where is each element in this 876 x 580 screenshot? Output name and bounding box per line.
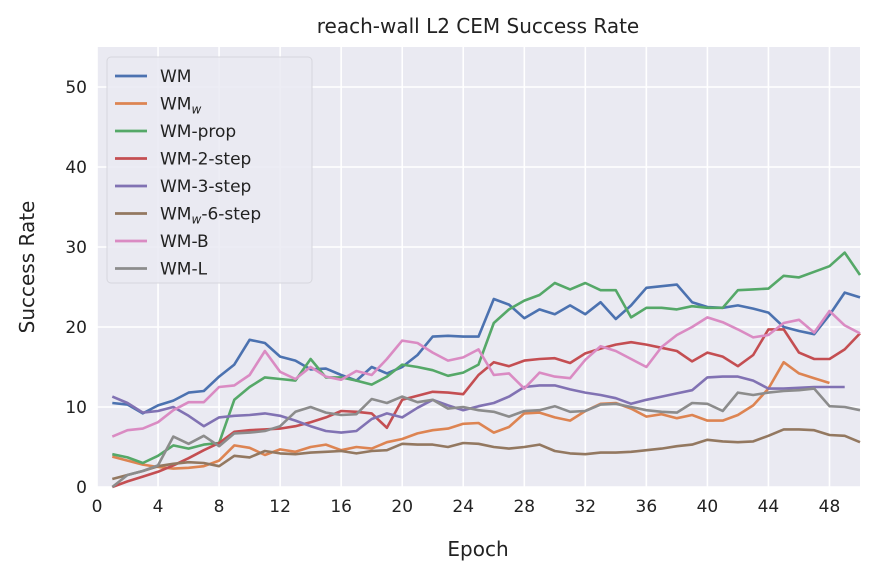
x-tick-label: 44 bbox=[758, 497, 780, 517]
series-lines bbox=[111, 251, 862, 489]
x-tick-label: 24 bbox=[452, 497, 474, 517]
legend-label: WM-L bbox=[160, 260, 208, 280]
legend: WM WMw WM-prop WM-2-step WM-3-step WMw-6-step… bbox=[106, 56, 313, 284]
legend-label: WMw-6-step bbox=[160, 205, 261, 227]
y-tick-label: 30 bbox=[65, 238, 87, 258]
y-tick-label: 0 bbox=[76, 478, 87, 498]
series-line-2 bbox=[112, 251, 862, 465]
legend-label: WMw bbox=[160, 95, 201, 117]
y-tick-label: 50 bbox=[65, 78, 87, 98]
legend-label: WM bbox=[160, 67, 191, 87]
x-tick-label: 0 bbox=[92, 497, 103, 517]
y-tick-label: 20 bbox=[65, 318, 87, 338]
x-tick-label: 12 bbox=[269, 497, 291, 517]
y-axis-label: Success Rate bbox=[15, 201, 39, 334]
y-tick-label: 40 bbox=[65, 158, 87, 178]
x-tick-label: 4 bbox=[153, 497, 164, 517]
chart-title: reach-wall L2 CEM Success Rate bbox=[317, 14, 639, 38]
x-tick-label: 20 bbox=[391, 497, 413, 517]
series-line-7 bbox=[111, 387, 861, 489]
x-tick-label: 36 bbox=[636, 497, 658, 517]
x-tick-label: 32 bbox=[574, 497, 596, 517]
x-tick-label: 28 bbox=[513, 497, 535, 517]
series-line-1 bbox=[111, 360, 830, 470]
x-tick-label: 40 bbox=[697, 497, 719, 517]
legend-label: WM-2-step bbox=[160, 150, 251, 170]
series-line-3 bbox=[111, 328, 861, 489]
legend-box bbox=[106, 56, 313, 284]
x-tick-label: 16 bbox=[330, 497, 352, 517]
series-line-5 bbox=[111, 428, 861, 481]
legend-label: WM-B bbox=[160, 232, 209, 252]
x-tick-label: 48 bbox=[819, 497, 841, 517]
x-tick-label: 8 bbox=[214, 497, 225, 517]
series-line-0 bbox=[112, 283, 861, 415]
series-line-6 bbox=[111, 309, 861, 438]
legend-label: WM-prop bbox=[160, 122, 236, 142]
x-axis-label: Epoch bbox=[447, 537, 508, 561]
legend-label: WM-3-step bbox=[160, 177, 251, 197]
y-tick-label: 10 bbox=[65, 398, 87, 418]
series-line-4 bbox=[111, 375, 845, 434]
